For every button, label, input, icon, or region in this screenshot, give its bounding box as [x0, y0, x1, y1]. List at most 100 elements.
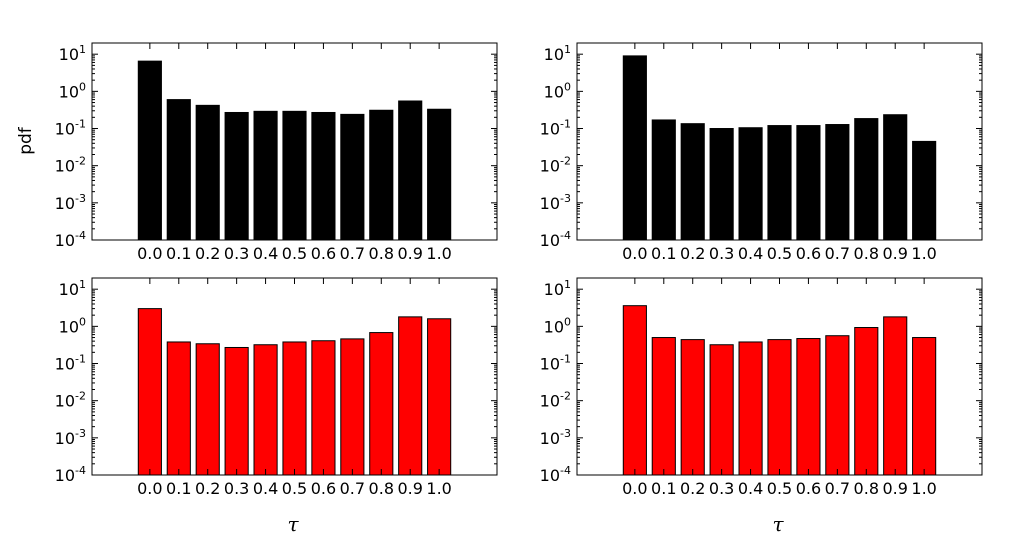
bar-bottom-left-0.2	[195, 343, 220, 476]
bar-bottom-right-0.4	[738, 341, 763, 476]
x-tick-label: 0.2	[195, 479, 220, 498]
x-tick-label: 0.7	[825, 479, 850, 498]
x-tick-label: 0.9	[882, 244, 907, 263]
bar-bottom-left-0.6	[311, 340, 336, 476]
bar-bottom-right-0.1	[651, 337, 676, 476]
y-tick-label: 100	[59, 80, 86, 101]
x-tick-label: 0.3	[709, 479, 734, 498]
y-axis-label: pdf	[16, 126, 36, 155]
x-tick-label: 0.4	[738, 244, 763, 263]
x-tick-label: 0.3	[224, 244, 249, 263]
y-tick-label: 10-2	[540, 155, 571, 176]
y-tick-label: 10-2	[55, 390, 86, 411]
axes-frame	[576, 42, 983, 241]
bar-bottom-left-0.3	[224, 346, 249, 476]
x-axis-label-left: τ	[287, 512, 299, 536]
x-tick-label: 0.5	[767, 479, 792, 498]
x-tick-label: 1.0	[911, 244, 936, 263]
y-tick-label: 100	[544, 80, 571, 101]
x-tick-label: 0.7	[340, 244, 365, 263]
y-tick-label: 10-4	[55, 464, 86, 485]
bar-top-left-0.6	[311, 111, 336, 241]
bar-top-right-0.3	[709, 128, 734, 241]
bar-bottom-right-1.0	[912, 337, 937, 476]
chart-panel-top-right: 101 100 10-1 10-2 10-3 10-4 0.0 0.1 0.2 0.3 0.4 0.5…	[540, 42, 983, 263]
y-tick-label: 10-1	[55, 353, 86, 374]
x-tick-label: 0.8	[854, 244, 879, 263]
x-tick-label: 0.7	[825, 244, 850, 263]
y-tick-label: 101	[544, 278, 571, 299]
bar-top-left-0.1	[166, 99, 191, 241]
y-tick-label: 10-3	[540, 192, 571, 213]
bar-top-left-0.9	[398, 100, 423, 241]
x-tick-label: 1.0	[426, 244, 451, 263]
x-tick-label: 0.6	[796, 244, 821, 263]
bar-top-right-0.1	[651, 119, 676, 241]
x-tick-label: 0.0	[622, 479, 647, 498]
bar-top-left-1.0	[427, 108, 452, 241]
bar-top-left-0.0	[137, 60, 162, 241]
y-tick-label: 10-4	[55, 229, 86, 250]
x-tick-label: 0.5	[767, 244, 792, 263]
axes-frame	[91, 277, 498, 476]
bar-bottom-left-0.4	[253, 344, 278, 476]
bar-bottom-right-0.6	[796, 338, 821, 476]
y-tick-label: 10-1	[55, 118, 86, 139]
y-tick-label: 101	[59, 43, 86, 64]
bar-bottom-left-0.8	[369, 332, 394, 476]
bar-bottom-left-0.5	[282, 341, 307, 476]
y-tick-label: 10-3	[55, 192, 86, 213]
x-tick-label: 0.3	[224, 479, 249, 498]
y-tick-label: 10-2	[55, 155, 86, 176]
bar-top-right-0.6	[796, 125, 821, 241]
x-tick-label: 0.3	[709, 244, 734, 263]
bar-top-right-0.4	[738, 127, 763, 241]
x-tick-label: 0.5	[282, 479, 307, 498]
bar-bottom-left-0.7	[340, 338, 365, 476]
bar-bottom-right-0.5	[767, 339, 792, 476]
x-tick-label: 0.9	[397, 244, 422, 263]
bar-bottom-right-0.7	[825, 335, 850, 476]
bar-bottom-left-0.9	[398, 316, 423, 476]
x-tick-label: 0.4	[738, 479, 763, 498]
y-tick-label: 101	[544, 43, 571, 64]
bar-bottom-right-0.8	[854, 327, 879, 476]
axes-frame	[576, 277, 983, 476]
bar-top-left-0.4	[253, 110, 278, 241]
x-tick-label: 0.0	[137, 244, 162, 263]
x-tick-label: 0.7	[340, 479, 365, 498]
bar-top-right-0.9	[883, 114, 908, 241]
bar-bottom-left-0.0	[137, 308, 162, 476]
bar-top-right-0.0	[622, 55, 647, 241]
bar-bottom-right-0.0	[622, 305, 647, 476]
x-tick-label: 0.2	[680, 479, 705, 498]
x-tick-label: 0.6	[796, 479, 821, 498]
x-tick-label: 0.0	[137, 479, 162, 498]
x-tick-label: 0.9	[397, 479, 422, 498]
x-tick-label: 0.1	[651, 244, 676, 263]
y-tick-label: 10-4	[540, 464, 571, 485]
bar-top-left-0.7	[340, 113, 365, 241]
bar-bottom-right-0.9	[883, 316, 908, 476]
chart-panel-bottom-left: 101 100 10-1 10-2 10-3 10-4 0.0 0.1 0.2 0.3 0.4 0.5…	[55, 277, 498, 498]
bar-bottom-left-0.1	[166, 341, 191, 476]
x-tick-label: 0.2	[195, 244, 220, 263]
y-tick-label: 10-4	[540, 229, 571, 250]
x-tick-label: 0.1	[166, 244, 191, 263]
bar-bottom-right-0.2	[680, 339, 705, 476]
chart-panel-bottom-right: 101 100 10-1 10-2 10-3 10-4 0.0 0.1 0.2 0.3 0.4 0.5…	[540, 277, 983, 498]
x-tick-label: 0.5	[282, 244, 307, 263]
bar-top-right-0.8	[854, 118, 879, 241]
x-tick-label: 0.2	[680, 244, 705, 263]
x-axis-label-right: τ	[772, 512, 784, 536]
bar-top-right-0.2	[680, 123, 705, 241]
x-tick-label: 0.9	[882, 479, 907, 498]
x-tick-label: 0.0	[622, 244, 647, 263]
y-tick-label: 101	[59, 278, 86, 299]
y-tick-label: 10-3	[540, 427, 571, 448]
bar-top-right-1.0	[912, 140, 937, 241]
x-tick-label: 0.4	[253, 479, 278, 498]
x-tick-label: 0.8	[369, 479, 394, 498]
